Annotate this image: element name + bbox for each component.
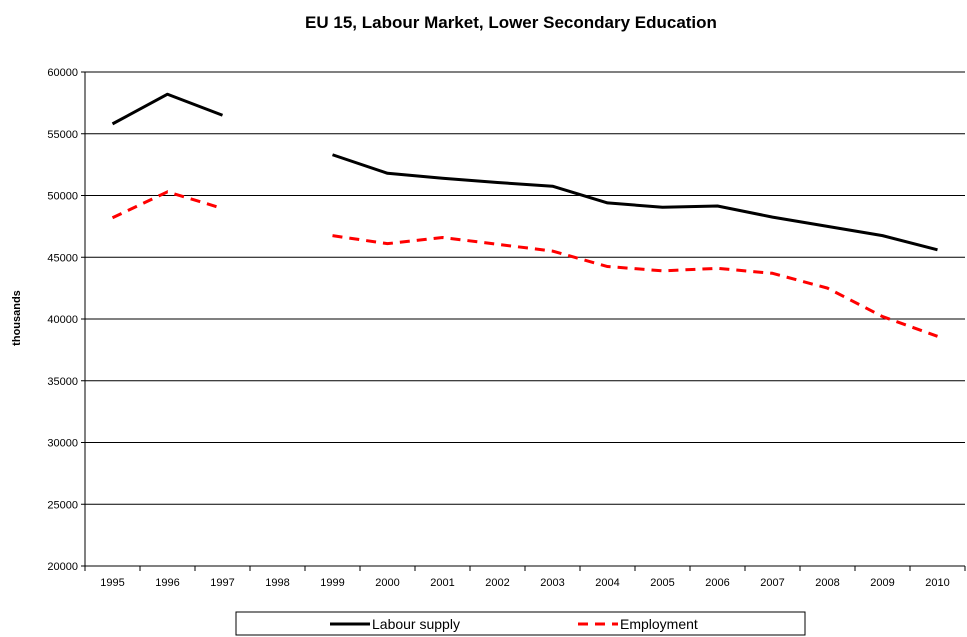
legend-box	[235, 611, 806, 636]
y-tick-label: 35000	[47, 376, 78, 388]
employment-line	[332, 234, 939, 338]
x-tick-label: 2003	[540, 577, 564, 589]
y-tick-label: 25000	[47, 499, 78, 511]
x-tick-label: 2008	[815, 577, 839, 589]
gridlines	[85, 71, 965, 505]
x-tick-label: 1997	[210, 577, 234, 589]
y-tick-label: 30000	[47, 438, 78, 450]
legend-label-employment: Employment	[620, 616, 698, 632]
x-tick-label: 2005	[650, 577, 674, 589]
chart-title: EU 15, Labour Market, Lower Secondary Ed…	[305, 13, 717, 32]
y-axis-label: thousands	[11, 290, 23, 346]
x-tick-label: 2009	[870, 577, 894, 589]
labour-supply-line	[332, 153, 938, 252]
x-axis-ticks: 1995 1996 1997 1998 1999 2000 2001 2002 2003 2004…	[84, 566, 966, 589]
y-tick-label: 20000	[47, 561, 78, 573]
x-tick-label: 2007	[760, 577, 784, 589]
labour-supply-line	[111, 92, 224, 126]
x-tick-label: 2002	[485, 577, 509, 589]
x-tick-label: 1996	[155, 577, 179, 589]
employment-line	[111, 190, 223, 220]
series-lines	[111, 92, 939, 338]
legend: Labour supply Employment	[235, 611, 806, 636]
x-tick-label: 2001	[430, 577, 454, 589]
x-tick-label: 2006	[705, 577, 729, 589]
legend-label-labour-supply: Labour supply	[372, 616, 460, 632]
y-axis-ticks: 20000 25000 30000 35000 40000 45000 50000 55000…	[47, 67, 85, 573]
x-tick-label: 2000	[375, 577, 399, 589]
x-tick-label: 2004	[595, 577, 619, 589]
x-tick-label: 1998	[265, 577, 289, 589]
x-tick-label: 1999	[320, 577, 344, 589]
x-tick-label: 1995	[100, 577, 124, 589]
y-tick-label: 45000	[47, 252, 78, 264]
y-tick-label: 50000	[47, 191, 78, 203]
y-tick-label: 55000	[47, 129, 78, 141]
y-tick-label: 40000	[47, 314, 78, 326]
x-tick-label: 2010	[925, 577, 949, 589]
y-tick-label: 60000	[47, 67, 78, 79]
